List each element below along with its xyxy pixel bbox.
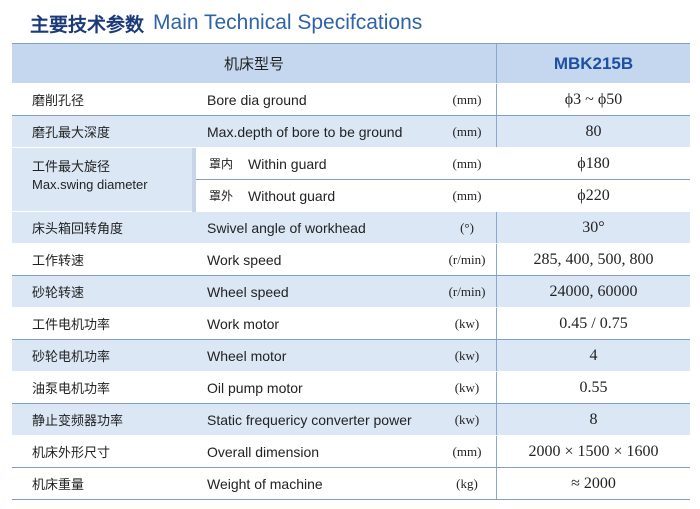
spec-unit: (r/min): [448, 283, 486, 299]
column-divider: [496, 212, 497, 243]
title-english: Main Technical Specifcations: [153, 11, 423, 34]
column-divider: [496, 244, 497, 275]
table-row: 磨孔最大深度 Max.depth of bore to be ground (m…: [12, 116, 690, 148]
model-name: MBK215B: [553, 53, 634, 73]
spec-unit: (mm): [452, 123, 482, 139]
column-divider: [496, 308, 497, 339]
model-label: 机床型号: [223, 55, 284, 73]
spec-name-cn: 床头箱回转角度: [32, 222, 124, 237]
column-divider: [496, 44, 497, 83]
spec-unit: (kw): [454, 379, 480, 395]
spec-name-cn: 工作转速: [32, 254, 85, 269]
spec-value: 0.45 / 0.75: [559, 314, 628, 332]
spec-value: 0.55: [579, 378, 608, 396]
table-row: 砂轮转速 Wheel speed (r/min) 24000, 60000: [12, 276, 690, 308]
table-row: 油泵电机功率 Oil pump motor (kw) 0.55: [12, 372, 690, 404]
spec-name-cn: 油泵电机功率: [32, 382, 111, 397]
spec-unit: (mm): [452, 91, 482, 107]
column-divider: [496, 340, 497, 371]
spec-table: 机床型号 MBK215B 磨削孔径 Bore dia ground (mm) ϕ…: [12, 43, 690, 500]
swing-within-row: 罩内 Within guard (mm) ϕ180: [196, 148, 690, 180]
spec-value: 8: [589, 410, 598, 428]
spec-name-cn: 静止变频器功率: [32, 414, 124, 429]
spec-name-cn: 机床外形尺寸: [32, 446, 111, 461]
spec-name-cn: 工件电机功率: [32, 318, 111, 333]
spec-value: 285, 400, 500, 800: [533, 250, 654, 268]
page-title: 主要技术参数 Main Technical Specifcations: [30, 9, 422, 37]
spec-value: ϕ180: [577, 154, 610, 172]
spec-name-en: Wheel speed: [207, 283, 289, 300]
spec-name-en: Swivel angle of workhead: [207, 219, 366, 236]
swing-sub-en: Within guard: [248, 155, 327, 172]
swing-diameter-group: 工件最大旋径 Max.swing diameter 罩内 Within guar…: [12, 148, 690, 212]
swing-name-en: Max.swing diameter: [32, 177, 148, 192]
table-row: 工作转速 Work speed (r/min) 285, 400, 500, 8…: [12, 244, 690, 276]
spec-name-en: Bore dia ground: [207, 91, 307, 108]
spec-name-cn: 磨削孔径: [32, 94, 85, 109]
spec-value: ≈ 2000: [571, 474, 616, 492]
spec-unit: (°): [460, 219, 474, 235]
swing-sub-en: Without guard: [248, 187, 336, 204]
table-row: 床头箱回转角度 Swivel angle of workhead (°) 30°: [12, 212, 690, 244]
spec-name-cn: 砂轮电机功率: [32, 350, 111, 365]
swing-name-cn: 工件最大旋径: [32, 160, 111, 175]
spec-unit: (r/min): [448, 251, 486, 267]
table-row: 机床重量 Weight of machine (kg) ≈ 2000: [12, 468, 690, 500]
spec-unit: (kw): [454, 347, 480, 363]
column-divider: [496, 468, 497, 499]
spec-name-en: Overall dimension: [207, 443, 320, 460]
spec-value: 2000 × 1500 × 1600: [528, 442, 659, 460]
table-row: 静止变频器功率 Static frequericy converter powe…: [12, 404, 690, 436]
spec-unit: (kw): [454, 315, 480, 331]
spec-unit: (kw): [454, 411, 480, 427]
column-divider: [496, 436, 497, 467]
swing-sub-cn: 罩外: [209, 189, 234, 203]
column-divider: [496, 84, 497, 115]
table-row: 砂轮电机功率 Wheel motor (kw) 4: [12, 340, 690, 372]
spec-name-en: Static frequericy converter power: [207, 411, 412, 428]
swing-sub-cn: 罩内: [209, 157, 234, 171]
spec-name-cn: 磨孔最大深度: [32, 126, 111, 141]
spec-unit: (mm): [452, 155, 482, 171]
spec-value: ϕ3 ~ ϕ50: [564, 90, 623, 108]
column-divider: [496, 404, 497, 435]
column-divider: [496, 276, 497, 307]
spec-name-en: Work speed: [207, 251, 282, 268]
spec-unit: (kg): [456, 475, 478, 491]
table-row: 机床外形尺寸 Overall dimension (mm) 2000 × 150…: [12, 436, 690, 468]
spec-value: 30°: [582, 218, 605, 236]
spec-name-en: Oil pump motor: [207, 379, 303, 396]
swing-label-cell: 工件最大旋径 Max.swing diameter: [12, 148, 192, 212]
spec-name-en: Work motor: [207, 315, 280, 332]
title-chinese: 主要技术参数: [30, 13, 145, 36]
spec-name-en: Wheel motor: [207, 347, 287, 364]
column-divider: [496, 372, 497, 403]
spec-name-cn: 砂轮转速: [32, 286, 85, 301]
spec-name-en: Max.depth of bore to be ground: [207, 123, 403, 140]
spec-value: 24000, 60000: [549, 282, 638, 300]
spec-value: ϕ220: [577, 186, 610, 204]
table-header: 机床型号 MBK215B: [12, 44, 690, 84]
spec-value: 4: [589, 346, 598, 364]
spec-unit: (mm): [452, 443, 482, 459]
swing-without-row: 罩外 Without guard (mm) ϕ220: [196, 180, 690, 212]
table-row: 磨削孔径 Bore dia ground (mm) ϕ3 ~ ϕ50: [12, 84, 690, 116]
spec-unit: (mm): [452, 187, 482, 203]
spec-name-en: Weight of machine: [207, 475, 323, 492]
column-divider: [496, 116, 497, 147]
spec-name-cn: 机床重量: [32, 478, 85, 493]
swing-divider: [192, 148, 196, 212]
spec-value: 80: [585, 122, 602, 140]
table-row: 工件电机功率 Work motor (kw) 0.45 / 0.75: [12, 308, 690, 340]
